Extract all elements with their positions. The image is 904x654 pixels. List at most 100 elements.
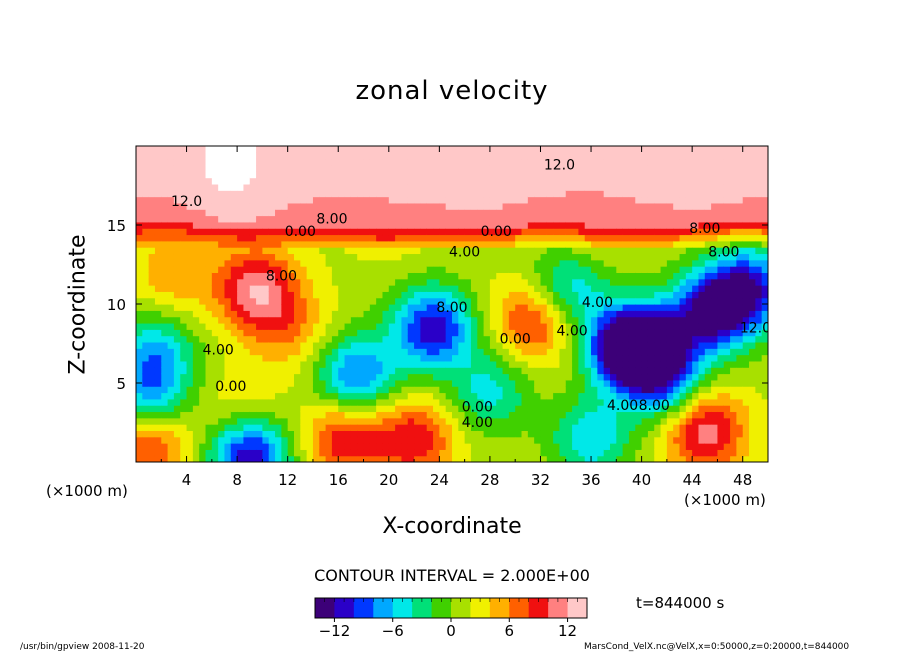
field-cell: [673, 455, 681, 462]
field-cell: [584, 335, 592, 343]
field-cell: [300, 398, 308, 406]
field-cell: [641, 436, 649, 444]
field-cell: [647, 240, 655, 248]
field-cell: [502, 266, 510, 273]
field-cell: [717, 398, 725, 406]
field-cell: [578, 146, 586, 153]
field-cell: [685, 341, 693, 349]
field-cell: [616, 202, 624, 210]
field-cell: [647, 285, 655, 292]
field-cell: [723, 234, 731, 242]
field-cell: [350, 304, 358, 311]
field-cell: [395, 392, 403, 400]
field-cell: [401, 164, 409, 172]
field-cell: [306, 430, 314, 438]
field-cell: [502, 392, 510, 400]
field-cell: [426, 455, 434, 462]
field-cell: [521, 209, 529, 217]
field-cell: [603, 398, 611, 406]
field-cell: [186, 146, 194, 153]
field-cell: [420, 322, 428, 330]
field-cell: [610, 291, 617, 299]
field-cell: [167, 234, 175, 242]
field-cell: [420, 386, 428, 394]
field-cell: [546, 335, 554, 343]
field-cell: [635, 183, 643, 191]
field-cell: [338, 164, 346, 172]
field-cell: [154, 373, 162, 381]
field-cell: [635, 379, 643, 387]
field-cell: [641, 259, 649, 267]
field-cell: [483, 297, 491, 305]
field-cell: [704, 253, 712, 261]
field-cell: [483, 310, 491, 318]
field-cell: [325, 209, 333, 217]
field-cell: [186, 316, 194, 324]
field-cell: [395, 316, 403, 324]
field-cell: [414, 247, 421, 255]
field-cell: [749, 266, 756, 273]
field-cell: [647, 341, 655, 349]
field-cell: [711, 234, 719, 242]
field-cell: [148, 196, 156, 204]
field-cell: [730, 348, 737, 356]
field-cell: [483, 436, 491, 444]
field-cell: [414, 152, 421, 160]
field-cell: [312, 228, 320, 236]
field-cell: [666, 386, 674, 394]
field-cell: [243, 221, 251, 229]
field-cell: [268, 190, 276, 198]
field-cell: [540, 240, 548, 248]
field-cell: [407, 392, 415, 400]
field-cell: [508, 367, 516, 375]
field-cell: [616, 455, 624, 462]
field-cell: [610, 234, 617, 242]
field-cell: [154, 310, 162, 318]
field-cell: [382, 266, 390, 273]
field-cell: [363, 221, 371, 229]
field-cell: [154, 386, 162, 394]
field-cell: [344, 209, 352, 217]
field-cell: [205, 316, 213, 324]
field-cell: [679, 202, 687, 210]
field-cell: [237, 240, 245, 248]
field-cell: [433, 152, 440, 160]
field-cell: [464, 266, 472, 273]
field-cell: [572, 196, 579, 204]
field-cell: [256, 209, 263, 217]
field-cell: [433, 285, 440, 292]
field-cell: [622, 424, 630, 431]
field-cell: [584, 304, 592, 311]
field-cell: [572, 228, 579, 236]
field-cell: [502, 234, 510, 242]
field-cell: [704, 291, 712, 299]
field-cell: [414, 272, 421, 280]
field-cell: [312, 266, 320, 273]
field-cell: [508, 196, 516, 204]
field-cell: [161, 449, 169, 457]
field-cell: [685, 228, 693, 236]
field-cell: [628, 417, 636, 425]
field-cell: [306, 209, 314, 217]
field-cell: [136, 405, 143, 413]
field-cell: [698, 304, 706, 311]
field-cell: [736, 329, 744, 337]
field-cell: [433, 215, 440, 223]
field-cell: [237, 417, 245, 425]
field-cell: [483, 164, 491, 172]
field-cell: [534, 392, 542, 400]
field-cell: [452, 424, 459, 431]
field-cell: [376, 341, 384, 349]
field-cell: [508, 398, 516, 406]
field-cell: [736, 202, 744, 210]
field-cell: [256, 379, 263, 387]
field-cell: [717, 373, 725, 381]
field-cell: [610, 373, 617, 381]
field-cell: [369, 304, 377, 311]
field-cell: [319, 322, 327, 330]
field-cell: [350, 386, 358, 394]
field-cell: [218, 310, 226, 318]
field-cell: [692, 202, 700, 210]
field-cell: [205, 417, 213, 425]
field-cell: [319, 158, 327, 166]
